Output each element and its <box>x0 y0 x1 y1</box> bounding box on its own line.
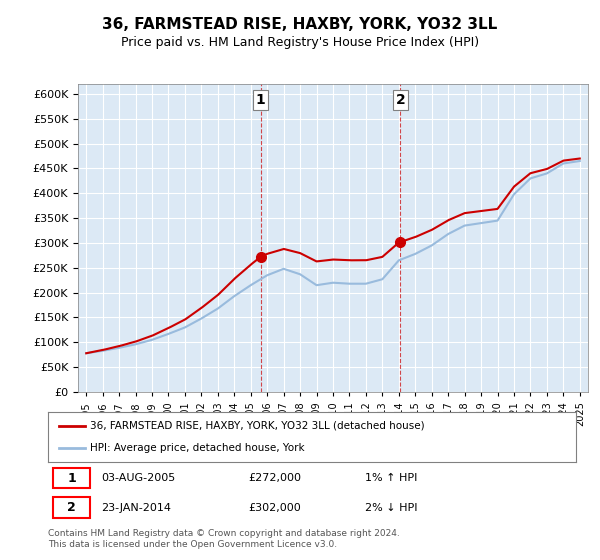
Text: 2: 2 <box>395 93 406 107</box>
FancyBboxPatch shape <box>53 468 90 488</box>
Text: £302,000: £302,000 <box>248 502 301 512</box>
Text: HPI: Average price, detached house, York: HPI: Average price, detached house, York <box>90 443 305 453</box>
Text: 2: 2 <box>67 501 76 514</box>
FancyBboxPatch shape <box>53 497 90 518</box>
Text: £272,000: £272,000 <box>248 473 302 483</box>
Text: 2% ↓ HPI: 2% ↓ HPI <box>365 502 418 512</box>
Text: 36, FARMSTEAD RISE, HAXBY, YORK, YO32 3LL (detached house): 36, FARMSTEAD RISE, HAXBY, YORK, YO32 3L… <box>90 421 425 431</box>
Text: 03-AUG-2005: 03-AUG-2005 <box>101 473 175 483</box>
Text: Contains HM Land Registry data © Crown copyright and database right 2024.
This d: Contains HM Land Registry data © Crown c… <box>48 529 400 549</box>
Text: 1: 1 <box>67 472 76 484</box>
Text: Price paid vs. HM Land Registry's House Price Index (HPI): Price paid vs. HM Land Registry's House … <box>121 36 479 49</box>
Text: 1: 1 <box>256 93 265 107</box>
Text: 36, FARMSTEAD RISE, HAXBY, YORK, YO32 3LL: 36, FARMSTEAD RISE, HAXBY, YORK, YO32 3L… <box>103 17 497 32</box>
Text: 23-JAN-2014: 23-JAN-2014 <box>101 502 171 512</box>
Text: 1% ↑ HPI: 1% ↑ HPI <box>365 473 417 483</box>
